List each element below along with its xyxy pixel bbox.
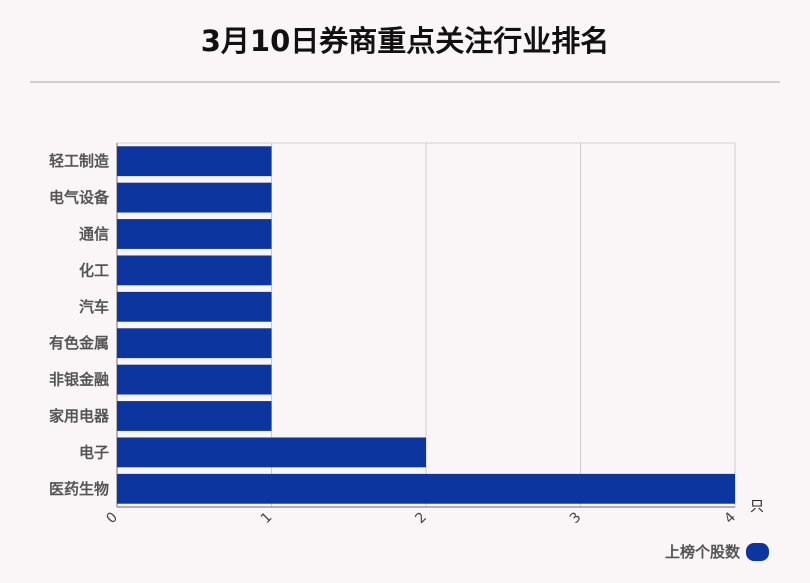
bar-5 (117, 328, 272, 359)
legend: 上榜个股数 (665, 541, 769, 562)
bar-1 (117, 182, 272, 213)
category-label-0: 轻工制造 (49, 152, 109, 170)
x-tick-label-1: 1 (258, 509, 276, 527)
bar-3 (117, 255, 272, 286)
category-label-2: 通信 (79, 225, 109, 243)
bar-9 (117, 473, 735, 504)
bar-2 (117, 219, 272, 249)
category-label-1: 电气设备 (49, 189, 110, 207)
x-tick-label-4: 4 (721, 509, 739, 527)
bar-0 (117, 146, 272, 177)
x-unit-label: 只 (750, 499, 764, 515)
category-label-5: 有色金属 (49, 334, 109, 352)
legend-label: 上榜个股数 (664, 543, 740, 561)
x-tick-label-2: 2 (412, 509, 430, 527)
chart-title: 3月10日券商重点关注行业排名 (200, 24, 610, 58)
category-label-7: 家用电器 (49, 407, 110, 425)
bar-4 (117, 291, 272, 322)
bar-6 (117, 364, 272, 395)
category-label-3: 化工 (79, 261, 109, 279)
category-label-4: 汽车 (79, 298, 109, 316)
category-label-9: 医药生物 (49, 480, 109, 498)
category-label-8: 电子 (79, 443, 109, 461)
title-divider (30, 81, 780, 83)
x-tick-label-0: 0 (103, 509, 121, 527)
bar-8 (117, 437, 426, 468)
legend-swatch (746, 542, 769, 561)
bar-7 (117, 401, 272, 431)
x-tick-label-3: 3 (567, 509, 585, 527)
category-label-6: 非银金融 (49, 371, 109, 389)
